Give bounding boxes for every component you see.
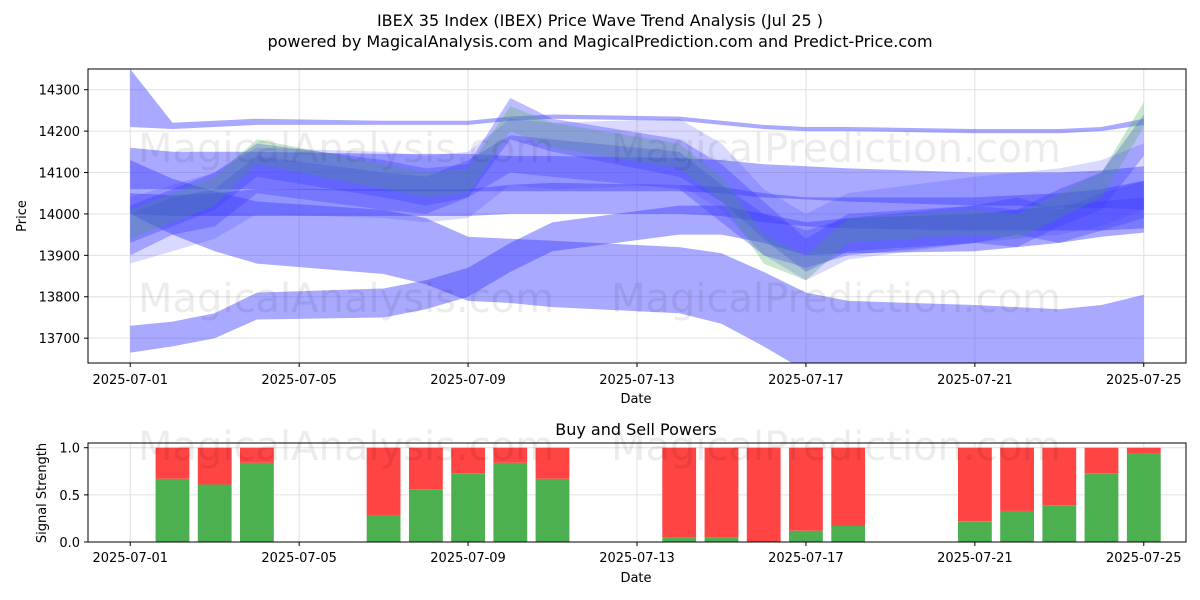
sell-bar-11 (789, 447, 823, 531)
buy-bar-6 (493, 462, 528, 542)
price-grid (88, 69, 1186, 363)
power-panel: Buy and Sell Powers MagicalAnalysis.com … (35, 420, 1187, 586)
sell-bar-4 (409, 447, 443, 490)
chart-title-line1: IBEX 35 Index (IBEX) Price Wave Trend An… (377, 11, 823, 30)
power-title: Buy and Sell Powers (555, 420, 717, 439)
buy-bar-14 (1000, 510, 1034, 542)
sell-bar-2 (240, 447, 274, 463)
sell-bar-17 (1126, 447, 1161, 454)
power-x-tick-label-6: 2025-07-25 (1106, 551, 1182, 566)
chart-title-line2: powered by MagicalAnalysis.com and Magic… (267, 32, 932, 51)
price-panel: MagicalAnalysis.com MagicalPrediction.co… (15, 68, 1187, 407)
price-y-tick-label-3: 14000 (39, 208, 80, 223)
price-x-tick-label-4: 2025-07-17 (768, 373, 844, 388)
power-watermarks: MagicalAnalysis.com MagicalPrediction.co… (138, 424, 1061, 470)
price-x-tick-label-1: 2025-07-05 (261, 373, 337, 388)
power-x-tick-label-4: 2025-07-17 (768, 551, 844, 566)
power-bars (155, 447, 1161, 542)
power-y-ticks: 0.0 0.5 1.0 (59, 442, 88, 551)
price-x-tick-label-3: 2025-07-13 (599, 373, 675, 388)
price-x-tick-label-2: 2025-07-09 (430, 373, 506, 388)
sell-bar-13 (958, 447, 992, 522)
sell-bar-3 (366, 447, 401, 516)
sell-bar-12 (831, 447, 866, 526)
buy-bar-2 (240, 462, 274, 542)
price-watermarks: MagicalAnalysis.com MagicalPrediction.co… (138, 126, 1061, 322)
price-band-8 (130, 118, 1144, 281)
price-y-tick-label-1: 13800 (39, 291, 80, 306)
power-y-tick-label-0: 0.0 (59, 536, 80, 551)
buy-bar-17 (1126, 453, 1161, 542)
price-band-5 (130, 98, 1144, 272)
price-band-7 (130, 102, 1144, 281)
buy-bar-5 (451, 473, 485, 542)
price-y-label: Price (15, 200, 30, 232)
watermark-prediction: MagicalPrediction.com (611, 126, 1061, 172)
price-y-tick-label-6: 14300 (39, 84, 80, 99)
buy-bar-11 (789, 530, 823, 542)
power-x-tick-label-2: 2025-07-09 (430, 551, 506, 566)
power-x-label: Date (620, 571, 651, 586)
buy-bar-7 (535, 478, 570, 542)
watermark-analysis: MagicalAnalysis.com (138, 126, 554, 172)
power-x-tick-label-0: 2025-07-01 (92, 551, 168, 566)
buy-bar-16 (1084, 473, 1119, 542)
buy-bar-4 (409, 489, 443, 542)
power-x-tick-label-3: 2025-07-13 (599, 551, 675, 566)
buy-bar-0 (155, 478, 190, 542)
price-band-3 (130, 180, 1144, 231)
power-y-tick-label-1: 0.5 (59, 489, 80, 504)
power-y-label: Signal Strength (35, 443, 50, 543)
price-band-1 (130, 147, 1144, 210)
price-bands (130, 69, 1144, 363)
price-band-2 (130, 160, 1144, 363)
price-y-tick-label-4: 14100 (39, 167, 80, 182)
watermark-analysis-2: MagicalAnalysis.com (138, 276, 554, 322)
watermark-prediction-2: MagicalPrediction.com (611, 276, 1061, 322)
buy-bar-8 (662, 537, 697, 542)
sell-bar-5 (451, 447, 485, 474)
price-band-6 (130, 135, 1144, 268)
sell-bar-16 (1084, 447, 1119, 474)
buy-bar-9 (704, 537, 739, 542)
price-x-label: Date (620, 392, 651, 407)
power-x-tick-label-1: 2025-07-05 (261, 551, 337, 566)
sell-bar-6 (493, 447, 528, 463)
sell-bar-15 (1042, 447, 1077, 506)
sell-bar-9 (704, 447, 739, 538)
price-y-ticks: 13700 13800 13900 14000 14100 14200 14300 (39, 84, 88, 347)
buy-bar-1 (197, 484, 232, 542)
price-y-tick-label-0: 13700 (39, 332, 80, 347)
sell-bar-1 (197, 447, 232, 485)
price-x-tick-label-0: 2025-07-01 (92, 373, 168, 388)
price-x-tick-label-5: 2025-07-21 (937, 373, 1013, 388)
price-x-ticks: 2025-07-01 2025-07-05 2025-07-09 2025-07-13… (92, 363, 1182, 388)
sell-bar-7 (535, 447, 570, 479)
buy-bar-13 (958, 521, 992, 542)
sell-bar-8 (662, 447, 697, 538)
price-y-tick-label-2: 13900 (39, 249, 80, 264)
watermark-prediction-3: MagicalPrediction.com (611, 424, 1061, 470)
price-x-tick-label-6: 2025-07-25 (1106, 373, 1182, 388)
price-band-4 (130, 197, 1144, 353)
power-x-ticks: 2025-07-01 2025-07-05 2025-07-09 2025-07-13… (92, 542, 1182, 566)
sell-bar-14 (1000, 447, 1034, 511)
power-x-tick-label-5: 2025-07-21 (937, 551, 1013, 566)
buy-bar-15 (1042, 505, 1077, 542)
price-y-tick-label-5: 14200 (39, 125, 80, 140)
sell-bar-10 (746, 447, 781, 542)
sell-bar-0 (155, 447, 190, 479)
watermark-analysis-3: MagicalAnalysis.com (138, 424, 554, 470)
buy-bar-12 (831, 526, 866, 542)
buy-bar-3 (366, 515, 401, 542)
power-y-tick-label-2: 1.0 (59, 442, 80, 457)
